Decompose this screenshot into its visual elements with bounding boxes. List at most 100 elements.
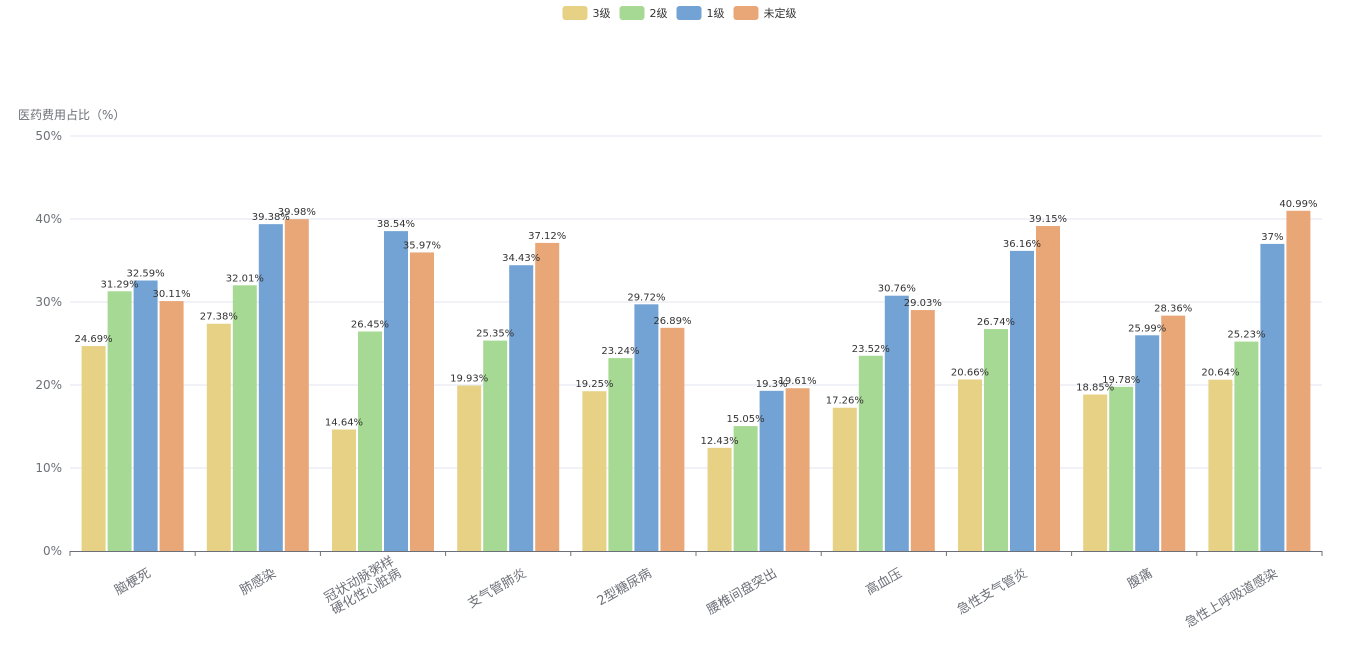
- bar[interactable]: [483, 340, 508, 551]
- x-tick-label: 腹痛: [1125, 565, 1156, 592]
- bar[interactable]: [1161, 315, 1186, 551]
- data-label: 25.99%: [1128, 323, 1166, 334]
- y-tick-label: 0%: [43, 544, 62, 558]
- x-tick-label: 腰椎间盘突出: [704, 565, 780, 618]
- svg-text:支气管肺炎: 支气管肺炎: [465, 565, 529, 611]
- bar[interactable]: [884, 295, 909, 551]
- bar[interactable]: [910, 310, 935, 551]
- x-tick-label: 高血压: [863, 565, 905, 598]
- svg-text:腹痛: 腹痛: [1125, 565, 1156, 592]
- data-label: 36.16%: [1003, 239, 1041, 250]
- bar[interactable]: [410, 252, 434, 551]
- data-label: 26.74%: [977, 317, 1015, 328]
- bar[interactable]: [1135, 335, 1160, 551]
- data-label: 30.76%: [878, 284, 916, 295]
- bar[interactable]: [785, 388, 810, 551]
- bar[interactable]: [733, 426, 758, 551]
- bar[interactable]: [1036, 226, 1060, 551]
- bar[interactable]: [1010, 250, 1034, 551]
- bar[interactable]: [384, 231, 408, 552]
- legend-label: 2级: [650, 7, 668, 20]
- bar[interactable]: [1083, 394, 1108, 551]
- bar[interactable]: [107, 291, 132, 551]
- data-label: 37%: [1261, 232, 1283, 243]
- data-label: 19.25%: [575, 379, 613, 390]
- data-label: 30.11%: [153, 289, 191, 300]
- data-label: 39.38%: [252, 212, 290, 223]
- bar[interactable]: [206, 323, 231, 551]
- bar[interactable]: [608, 358, 633, 551]
- svg-text:高血压: 高血压: [863, 565, 905, 598]
- data-label: 27.38%: [200, 312, 238, 323]
- legend-item[interactable]: 2级: [619, 6, 668, 20]
- bar[interactable]: [509, 265, 534, 551]
- x-tick-label: 2型糖尿病: [594, 565, 654, 609]
- data-label: 25.23%: [1227, 330, 1265, 341]
- data-label: 14.64%: [325, 417, 363, 428]
- data-label: 26.45%: [351, 319, 389, 330]
- legend-swatch: [619, 6, 645, 20]
- bar[interactable]: [81, 346, 106, 551]
- y-tick-label: 50%: [35, 129, 62, 143]
- bar[interactable]: [984, 329, 1008, 551]
- bar[interactable]: [1109, 386, 1134, 551]
- bar[interactable]: [358, 331, 382, 551]
- data-label: 19.93%: [450, 374, 488, 385]
- data-label: 23.24%: [601, 346, 639, 357]
- bar[interactable]: [707, 447, 732, 551]
- bar[interactable]: [832, 407, 857, 551]
- data-label: 24.69%: [75, 334, 113, 345]
- data-label: 32.01%: [226, 273, 264, 284]
- bar[interactable]: [284, 219, 309, 551]
- bar[interactable]: [1234, 341, 1259, 551]
- data-label: 29.72%: [627, 292, 665, 303]
- data-label: 31.29%: [101, 279, 139, 290]
- data-label: 17.26%: [826, 396, 864, 407]
- bar[interactable]: [332, 429, 356, 551]
- svg-text:腰椎间盘突出: 腰椎间盘突出: [704, 565, 780, 618]
- data-label: 15.05%: [727, 414, 765, 425]
- y-tick-label: 40%: [35, 212, 62, 226]
- bar[interactable]: [1208, 379, 1233, 551]
- bar[interactable]: [858, 355, 883, 551]
- y-tick-label: 20%: [35, 378, 62, 392]
- legend-item[interactable]: 未定级: [733, 6, 797, 20]
- bar[interactable]: [535, 242, 560, 552]
- bar[interactable]: [958, 379, 982, 551]
- bar[interactable]: [582, 391, 607, 551]
- x-tick-label: 急性支气管炎: [954, 565, 1030, 618]
- y-axis-label: 医药费用占比（%）: [18, 107, 125, 122]
- svg-text:急性上呼吸道感染: 急性上呼吸道感染: [1182, 565, 1280, 631]
- bar[interactable]: [759, 390, 784, 551]
- bar[interactable]: [1286, 210, 1311, 551]
- bar[interactable]: [133, 280, 158, 551]
- svg-text:2型糖尿病: 2型糖尿病: [594, 565, 654, 609]
- legend-item[interactable]: 3级: [562, 6, 611, 20]
- legend[interactable]: 3级 2级 1级 未定级: [562, 6, 797, 20]
- bar[interactable]: [1260, 243, 1285, 551]
- bar[interactable]: [660, 327, 685, 551]
- legend-label: 3级: [593, 7, 611, 20]
- data-label: 19.3%: [756, 379, 788, 390]
- legend-swatch: [676, 6, 702, 20]
- data-label: 26.89%: [653, 316, 691, 327]
- legend-item[interactable]: 1级: [676, 6, 725, 20]
- svg-text:脑梗死: 脑梗死: [112, 566, 153, 598]
- x-tick-label: 肺感染: [237, 565, 279, 598]
- svg-text:肺感染: 肺感染: [237, 565, 279, 598]
- bar[interactable]: [159, 301, 184, 551]
- legend-swatch: [733, 6, 759, 20]
- bar[interactable]: [457, 385, 482, 551]
- data-label: 20.66%: [951, 368, 989, 379]
- bar[interactable]: [258, 224, 283, 551]
- data-label: 25.35%: [476, 329, 514, 340]
- y-tick-label: 10%: [35, 461, 62, 475]
- data-label: 39.15%: [1029, 214, 1067, 225]
- bar[interactable]: [232, 285, 257, 551]
- bar[interactable]: [634, 304, 659, 551]
- legend-swatch: [562, 6, 588, 20]
- data-label: 23.52%: [852, 344, 890, 355]
